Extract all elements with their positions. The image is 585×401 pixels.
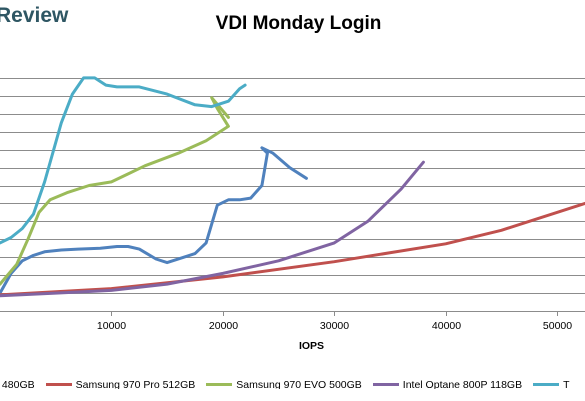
site-logo: Review (0, 4, 69, 27)
legend-item-1: Samsung 970 Pro 512GB (45, 378, 196, 390)
chart-title: VDI Monday Login (215, 13, 382, 34)
x-axis-title: IOPS (299, 340, 324, 352)
legend-swatch-3 (372, 383, 399, 386)
legend-item-0: S 480GB (0, 379, 35, 390)
legend-label-1: Samsung 970 Pro 512GB (75, 378, 196, 390)
legend-items: S 480GB Samsung 970 Pro 512GB Samsung 970 … (0, 373, 581, 390)
legend-item-4: T (533, 378, 570, 390)
legend-swatch-2 (206, 383, 233, 386)
legend-label-3: Intel Optane 800P 118GB (402, 378, 523, 390)
series-line-2 (0, 96, 230, 286)
x-tick-label-4: 50000 (543, 320, 572, 332)
series-line-0 (0, 146, 308, 295)
x-tick-label-2: 30000 (320, 320, 349, 332)
chart-legend: S 480GB Samsung 970 Pro 512GB Samsung 970 … (0, 373, 585, 390)
legend-label-4: T (563, 378, 570, 390)
legend-label-0: S 480GB (0, 378, 35, 390)
series-line-1 (0, 201, 585, 297)
legend-item-2: Samsung 970 EVO 500GB (206, 378, 362, 390)
legend-label-2: Samsung 970 EVO 500GB (236, 378, 362, 390)
x-tick-label-3: 40000 (432, 320, 461, 332)
x-tick-label-0: 10000 (97, 320, 126, 332)
legend-swatch-4 (533, 383, 560, 386)
legend-swatch-1 (45, 383, 72, 386)
x-tick-label-1: 20000 (209, 320, 238, 332)
series-line-4 (0, 76, 247, 245)
series-line-3 (0, 160, 425, 298)
legend-item-3: Intel Optane 800P 118GB (372, 378, 523, 390)
